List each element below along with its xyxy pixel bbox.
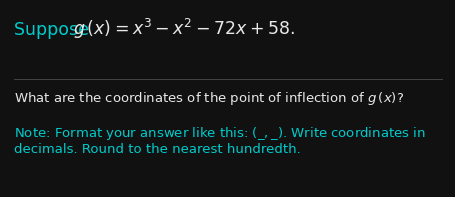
Text: $g\,(x) = x^3 - x^2 - 72x + 58.$: $g\,(x) = x^3 - x^2 - 72x + 58.$	[73, 17, 294, 41]
Text: Suppose: Suppose	[14, 21, 94, 39]
Text: What are the coordinates of the point of inflection of $g\,(x)$?: What are the coordinates of the point of…	[14, 90, 403, 107]
Text: decimals. Round to the nearest hundredth.: decimals. Round to the nearest hundredth…	[14, 143, 300, 156]
Text: Note: Format your answer like this: $\left(\_, \_\right)$. Write coordinates in: Note: Format your answer like this: $\le…	[14, 125, 425, 142]
